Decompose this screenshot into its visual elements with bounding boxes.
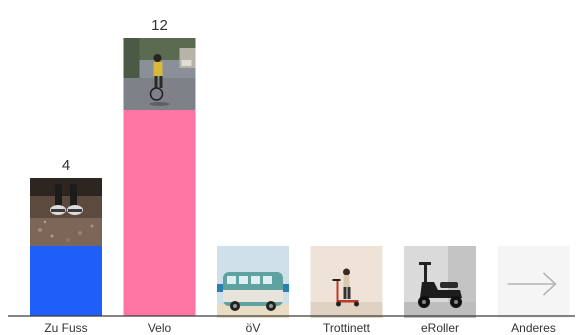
data-label-zu-fuss: 4 bbox=[62, 157, 70, 174]
data-label-velo: 12 bbox=[151, 17, 168, 34]
x-tick-label: Anderes bbox=[511, 321, 556, 335]
arrow-right-icon bbox=[496, 245, 571, 319]
x-tick-label: öV bbox=[246, 321, 261, 335]
vw-bus-photo-icon bbox=[217, 246, 289, 318]
x-tick-label: Zu Fuss bbox=[44, 321, 87, 335]
x-tick-label: eRoller bbox=[421, 321, 459, 335]
x-tick-label: Trottinett bbox=[323, 321, 371, 335]
bar-zu-fuss bbox=[30, 246, 102, 316]
x-tick-label: Velo bbox=[148, 321, 172, 335]
bar-velo bbox=[123, 106, 196, 316]
kick-scooter-photo-icon bbox=[310, 246, 383, 318]
walking-feet-photo-icon bbox=[30, 178, 102, 246]
motor-scooter-photo-icon bbox=[404, 246, 476, 318]
cyclist-photo-icon bbox=[122, 37, 197, 111]
